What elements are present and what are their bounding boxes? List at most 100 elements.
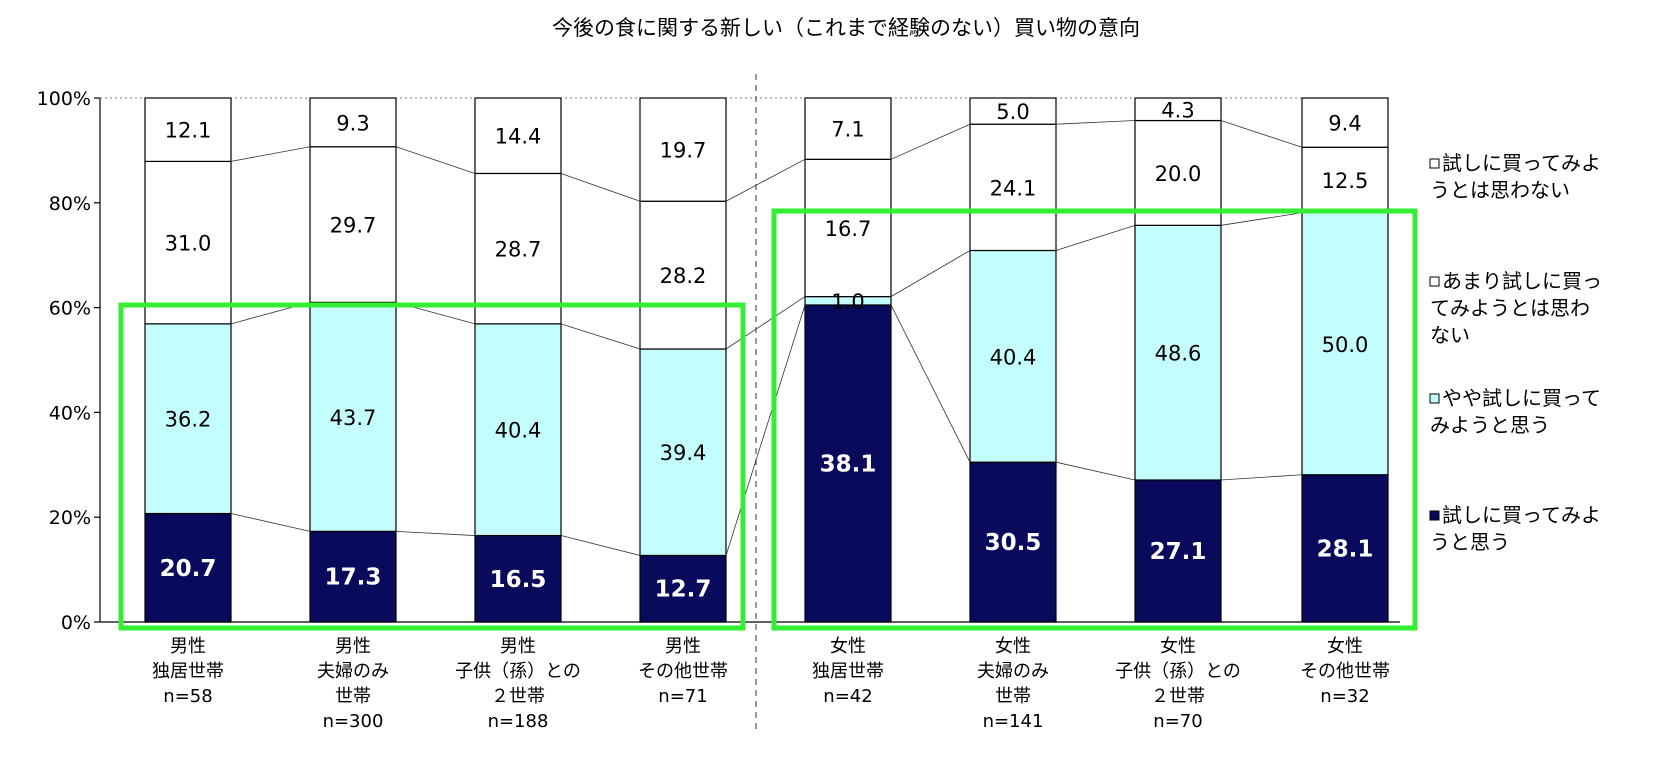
- category-label: 世帯: [335, 686, 371, 707]
- bar-segment: [969, 461, 1057, 623]
- data-label: 40.4: [990, 345, 1037, 369]
- bar-segment: [639, 200, 727, 350]
- legend-label: 試しに買ってみよ: [1442, 503, 1601, 527]
- bar-segment: [804, 97, 892, 160]
- data-label: 31.0: [165, 232, 212, 256]
- data-label: 48.6: [1155, 342, 1202, 366]
- category-label: n=300: [323, 711, 384, 732]
- data-label: 4.3: [1161, 98, 1194, 122]
- data-label: 7.1: [831, 118, 864, 142]
- bar-segment: [1134, 97, 1222, 122]
- series-connector-line: [725, 296, 806, 350]
- legend-label: みようと思う: [1430, 413, 1550, 437]
- bar-segment: [474, 534, 562, 623]
- category-label: n=141: [983, 711, 1044, 732]
- bar-segment: [474, 97, 562, 175]
- category-label: n=70: [1153, 711, 1202, 732]
- category-label: 独居世帯: [152, 661, 224, 682]
- y-tick-label: 20%: [49, 507, 91, 529]
- bar-segment: [804, 158, 892, 298]
- highlight-boxes: [118, 208, 1418, 631]
- data-label: 30.5: [985, 530, 1042, 556]
- legend-swatch: [1429, 393, 1440, 404]
- category-label: 男性: [500, 636, 536, 657]
- highlight-box-female: [771, 208, 1418, 631]
- data-label: 20.7: [160, 556, 217, 582]
- data-label: 5.0: [996, 100, 1029, 124]
- bar-segment: [309, 146, 397, 303]
- data-label: 16.5: [490, 567, 547, 593]
- y-tick-label: 40%: [49, 402, 91, 424]
- data-label: 28.7: [495, 238, 542, 262]
- bar-segment: [639, 554, 727, 623]
- category-label: 女性: [1160, 636, 1196, 657]
- data-label: 40.4: [495, 419, 542, 443]
- data-label: 28.2: [660, 264, 707, 288]
- bar-segment: [804, 304, 892, 623]
- bar-segment: [1134, 224, 1222, 481]
- bar-segment: [1301, 97, 1389, 148]
- legend-label: あまり試しに買っ: [1442, 269, 1602, 293]
- bar-segment: [309, 530, 397, 623]
- data-label: 9.3: [336, 111, 369, 135]
- data-label: 38.1: [820, 451, 877, 477]
- bar-segment: [639, 97, 727, 202]
- data-label: 24.1: [990, 176, 1037, 200]
- category-label: 女性: [1327, 636, 1363, 657]
- series-connector-line: [725, 304, 806, 556]
- y-tick-label: 80%: [49, 193, 91, 215]
- chart-title: 今後の食に関する新しい（これまで経験のない）買い物の意向: [552, 16, 1140, 40]
- bar-segment: [1301, 474, 1389, 623]
- y-tick-label: 0%: [61, 612, 91, 634]
- series-lines: [230, 120, 1303, 556]
- data-label: 16.7: [825, 217, 872, 241]
- category-label: 女性: [995, 636, 1031, 657]
- series-connector-line: [1220, 212, 1303, 226]
- category-label: ２世帯: [1151, 686, 1205, 707]
- bar-segment: [309, 301, 397, 532]
- data-label: 9.4: [1328, 112, 1361, 136]
- bar-segment: [1134, 119, 1222, 226]
- category-label: その他世帯: [638, 661, 728, 682]
- category-label: 夫婦のみ: [317, 661, 389, 682]
- series-connector-line: [395, 146, 476, 174]
- category-label: 夫婦のみ: [977, 661, 1049, 682]
- series-connector-line: [230, 513, 311, 532]
- bars: [144, 97, 1389, 623]
- series-connector-line: [890, 304, 971, 463]
- data-label: 12.7: [655, 577, 712, 603]
- series-connector-line: [395, 530, 476, 536]
- bar-segment: [474, 172, 562, 325]
- series-connector-line: [890, 123, 971, 160]
- legend-label: ない: [1430, 323, 1470, 347]
- data-label: 19.7: [660, 139, 707, 163]
- legend-swatch: [1429, 276, 1440, 287]
- data-label: 1.0: [831, 290, 864, 314]
- bar-segment: [474, 323, 562, 537]
- legend-label: うとは思わない: [1430, 178, 1570, 202]
- category-label: n=32: [1320, 686, 1369, 707]
- category-label: その他世帯: [1300, 661, 1390, 682]
- data-label: 36.2: [165, 408, 212, 432]
- bar-segment: [144, 97, 232, 163]
- legend: 試しに買ってみようとは思わないあまり試しに買ってみようとは思わないやや試しに買っ…: [1429, 151, 1602, 554]
- category-label: 女性: [830, 636, 866, 657]
- bar-segment: [309, 97, 397, 148]
- series-connector-line: [1055, 461, 1136, 481]
- category-label: n=58: [163, 686, 212, 707]
- y-tick-label: 100%: [37, 88, 91, 110]
- series-connector-line: [560, 173, 641, 202]
- data-label: 43.7: [330, 406, 377, 430]
- data-label: 12.1: [165, 119, 212, 143]
- category-label: n=71: [658, 686, 707, 707]
- bar-segment: [969, 123, 1057, 252]
- data-label: 29.7: [330, 214, 377, 238]
- highlight-box-male: [118, 302, 746, 631]
- data-label: 27.1: [1150, 539, 1207, 565]
- data-label: 17.3: [325, 565, 382, 591]
- y-axis: 0% 20% 40% 60% 80% 100%: [37, 74, 1400, 730]
- category-label: 男性: [170, 636, 206, 657]
- category-label: 子供（孫）との: [1115, 661, 1241, 682]
- series-connector-line: [890, 250, 971, 297]
